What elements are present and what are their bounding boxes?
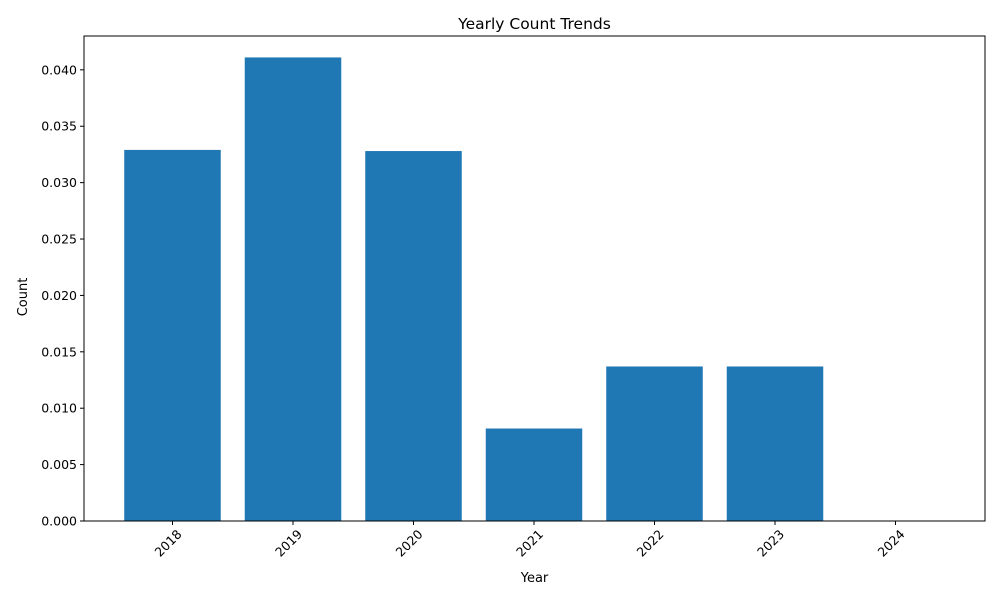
y-tick-label: 0.030 (41, 175, 77, 190)
bar-2021 (485, 428, 583, 521)
x-tick-label: 2024 (875, 526, 908, 559)
y-tick-label: 0.035 (41, 119, 77, 134)
plot-frame (83, 35, 986, 522)
y-tick-label: 0.020 (41, 288, 77, 303)
x-axis-ticks: 2018 2019 2020 2021 2022 2023 2024 (152, 521, 908, 560)
y-tick-label: 0.005 (41, 457, 77, 472)
y-tick-label: 0.000 (41, 514, 77, 529)
bar-2022 (606, 366, 703, 521)
y-tick-label: 0.010 (41, 401, 77, 416)
bar-2018 (124, 149, 221, 521)
x-tick-label: 2019 (272, 526, 305, 559)
y-tick-label: 0.015 (41, 344, 77, 359)
y-tick-label: 0.025 (41, 232, 77, 247)
x-tick-label: 2021 (513, 527, 546, 560)
bars-group (124, 57, 824, 521)
x-tick-label: 2023 (754, 527, 787, 560)
bar-2019 (244, 57, 342, 521)
x-axis-label: Year (520, 571, 549, 586)
chart-title: Yearly Count Trends (457, 15, 611, 33)
y-axis-label: Count (16, 278, 31, 317)
y-tick-label: 0.040 (41, 62, 77, 77)
y-axis-ticks: 0.000 0.005 0.010 0.015 0.020 0.025 0.030 0.035… (41, 62, 84, 529)
x-tick-label: 2018 (152, 526, 185, 559)
bar-2023 (726, 366, 824, 521)
bar-2020 (365, 151, 462, 521)
x-tick-label: 2022 (634, 527, 667, 560)
x-tick-label: 2020 (393, 526, 426, 559)
